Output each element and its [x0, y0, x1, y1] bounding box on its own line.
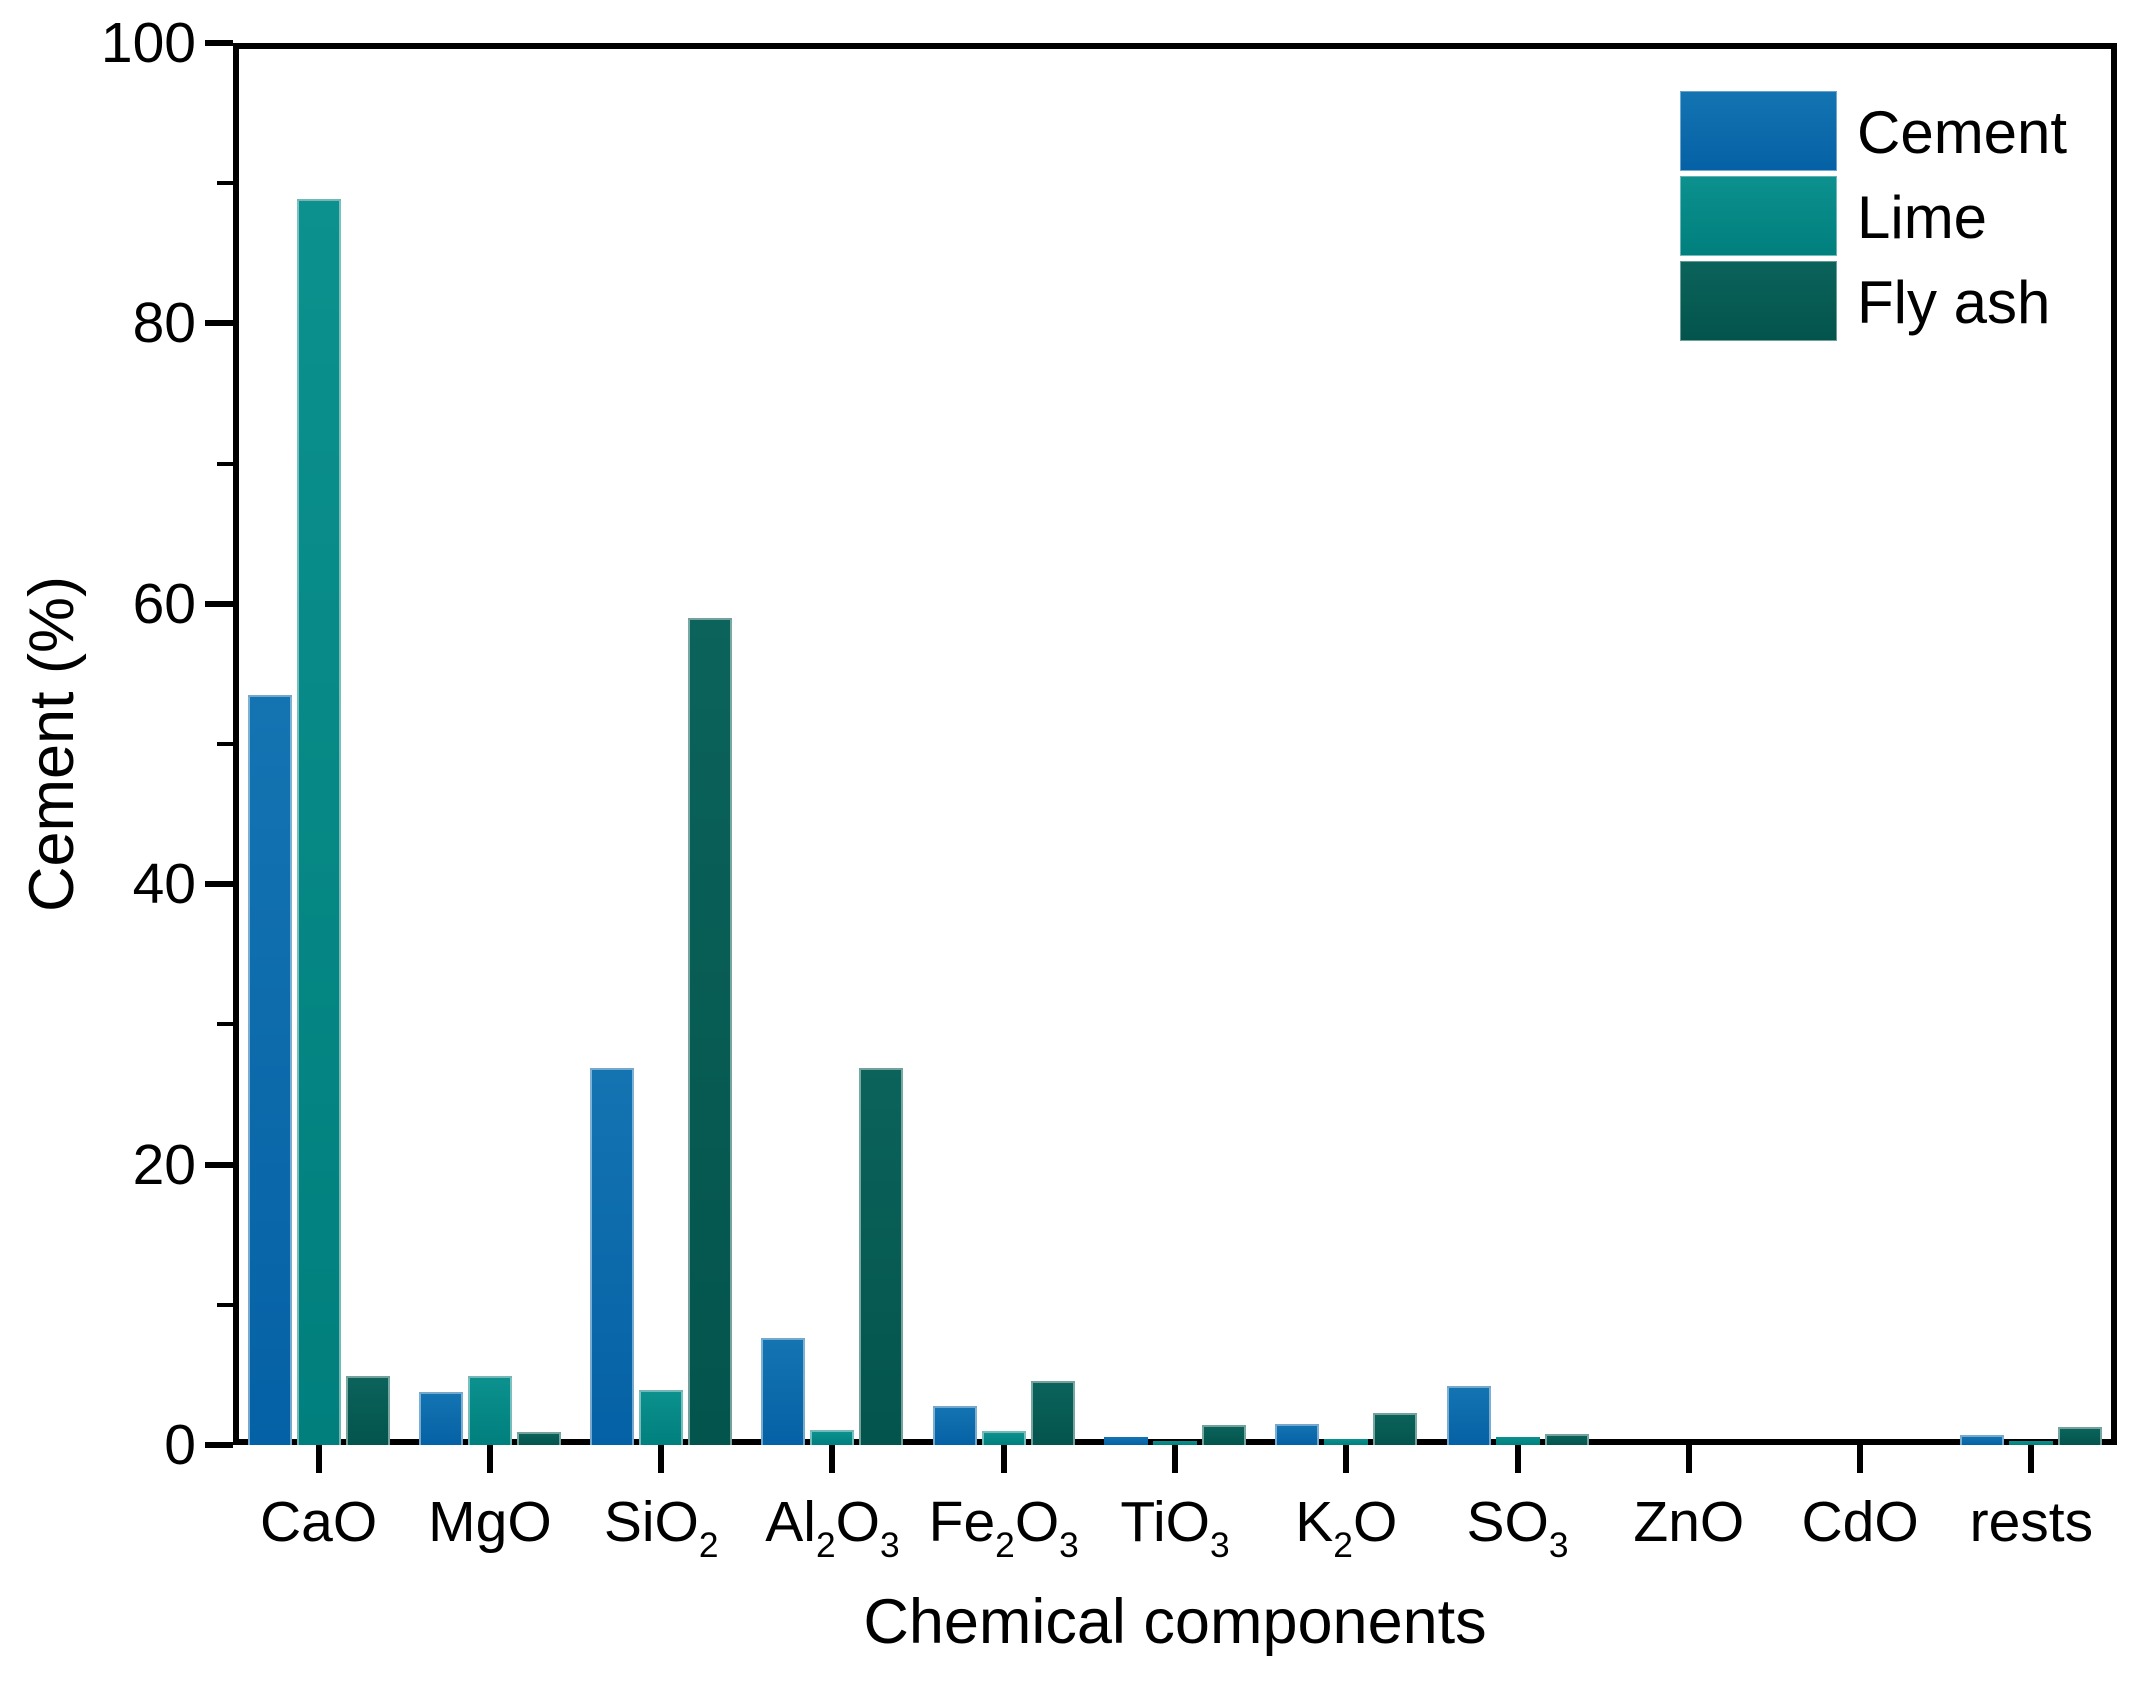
bar-lime-k2o	[1324, 1439, 1369, 1445]
y-minor-tick	[217, 742, 233, 746]
category-text: ZnO	[1633, 1490, 1745, 1554]
bar-lime-fe2o3	[981, 1431, 1026, 1445]
y-tick-label: 40	[132, 852, 196, 917]
x-tick	[829, 1445, 836, 1473]
category-text: SiO	[603, 1490, 699, 1554]
bar-fly-ash-k2o	[1373, 1413, 1418, 1445]
bar-fly-ash-mgo	[516, 1432, 561, 1445]
category-text: O	[835, 1490, 880, 1554]
bar-lime-cao	[296, 199, 341, 1445]
bar-lime-al2o3	[810, 1430, 855, 1445]
x-tick	[2028, 1445, 2035, 1473]
bar-fly-ash-fe2o3	[1030, 1381, 1075, 1445]
x-tick	[1857, 1445, 1864, 1473]
category-text: O	[1014, 1490, 1060, 1554]
bar-cement-tio3	[1104, 1437, 1148, 1445]
bar-cement-rests	[1960, 1435, 2005, 1445]
y-major-tick	[205, 40, 233, 46]
legend-label: Cement	[1857, 98, 2068, 166]
bar-cement-cao	[247, 695, 292, 1445]
bar-lime-so3	[1495, 1437, 1540, 1445]
x-category-label: ZnO	[1633, 1489, 1744, 1555]
x-category-label: SiO2	[604, 1489, 719, 1566]
x-category-label: CaO	[260, 1489, 377, 1555]
bar-cement-k2o	[1275, 1424, 1320, 1445]
x-tick	[1000, 1445, 1007, 1473]
y-major-tick	[205, 1442, 233, 1448]
category-text: MgO	[428, 1490, 552, 1554]
legend-swatch	[1680, 176, 1837, 256]
bar-cement-al2o3	[761, 1338, 806, 1445]
x-tick	[486, 1445, 493, 1473]
category-subscript: 2	[815, 1525, 836, 1565]
category-text: SO	[1466, 1490, 1549, 1554]
category-text: K	[1295, 1490, 1334, 1554]
x-category-label: TiO3	[1120, 1489, 1229, 1566]
y-major-tick	[205, 320, 233, 327]
y-tick-label: 80	[132, 291, 196, 356]
category-text: Al	[765, 1490, 816, 1554]
x-category-label: K2O	[1295, 1489, 1397, 1566]
category-subscript: 2	[698, 1525, 719, 1565]
legend-label: Fly ash	[1857, 268, 2051, 336]
legend-swatch	[1680, 261, 1837, 341]
legend-swatch	[1680, 91, 1837, 171]
x-tick	[658, 1445, 665, 1473]
category-text: CdO	[1801, 1490, 1919, 1554]
x-category-label: Fe2O3	[929, 1489, 1079, 1566]
x-category-label: CdO	[1801, 1489, 1918, 1555]
y-minor-tick	[217, 181, 233, 186]
bar-fly-ash-cao	[345, 1376, 390, 1445]
y-tick-label: 60	[132, 571, 196, 636]
y-minor-tick	[217, 1302, 233, 1307]
bar-fly-ash-tio3	[1202, 1425, 1246, 1445]
y-major-tick	[205, 881, 233, 888]
legend-label: Lime	[1857, 183, 1988, 251]
bar-lime-rests	[2009, 1441, 2054, 1445]
bar-fly-ash-al2o3	[859, 1068, 904, 1445]
category-subscript: 3	[1210, 1525, 1230, 1565]
x-tick	[1172, 1445, 1178, 1473]
x-category-label: rests	[1970, 1489, 2094, 1555]
bar-cement-so3	[1446, 1386, 1491, 1445]
bar-cement-sio2	[590, 1068, 635, 1445]
y-tick-label: 0	[164, 1413, 196, 1477]
x-tick	[315, 1445, 322, 1473]
category-text: Fe	[928, 1490, 996, 1554]
bar-fly-ash-sio2	[688, 618, 733, 1445]
category-subscript: 3	[879, 1525, 900, 1565]
y-tick-label: 20	[132, 1132, 196, 1197]
y-major-tick	[205, 1161, 233, 1168]
bar-fly-ash-so3	[1544, 1434, 1589, 1445]
x-category-label: Al2O3	[765, 1489, 899, 1566]
bar-lime-sio2	[639, 1390, 684, 1445]
category-text: CaO	[260, 1490, 378, 1554]
x-tick	[1343, 1445, 1350, 1473]
category-text: O	[1352, 1490, 1398, 1554]
category-subscript: 3	[1548, 1525, 1569, 1565]
bar-lime-mgo	[467, 1376, 512, 1445]
bar-cement-fe2o3	[932, 1406, 977, 1445]
y-tick-label: 100	[100, 11, 196, 75]
y-minor-tick	[217, 461, 233, 466]
x-axis-title: Chemical components	[863, 1587, 1487, 1657]
category-subscript: 2	[1333, 1525, 1353, 1565]
category-text: rests	[1969, 1490, 2094, 1554]
bar-fly-ash-rests	[2058, 1427, 2103, 1445]
x-tick	[1514, 1445, 1521, 1473]
x-category-label: SO3	[1467, 1489, 1569, 1566]
y-axis-title: Cement (%)	[17, 575, 87, 913]
bar-lime-tio3	[1153, 1441, 1197, 1445]
bar-cement-mgo	[418, 1392, 463, 1445]
category-text: TiO	[1120, 1490, 1211, 1554]
category-subscript: 3	[1059, 1525, 1079, 1565]
category-subscript: 2	[995, 1525, 1015, 1565]
x-category-label: MgO	[428, 1489, 552, 1555]
y-major-tick	[205, 600, 233, 607]
y-minor-tick	[217, 1022, 233, 1027]
x-tick	[1685, 1445, 1692, 1473]
